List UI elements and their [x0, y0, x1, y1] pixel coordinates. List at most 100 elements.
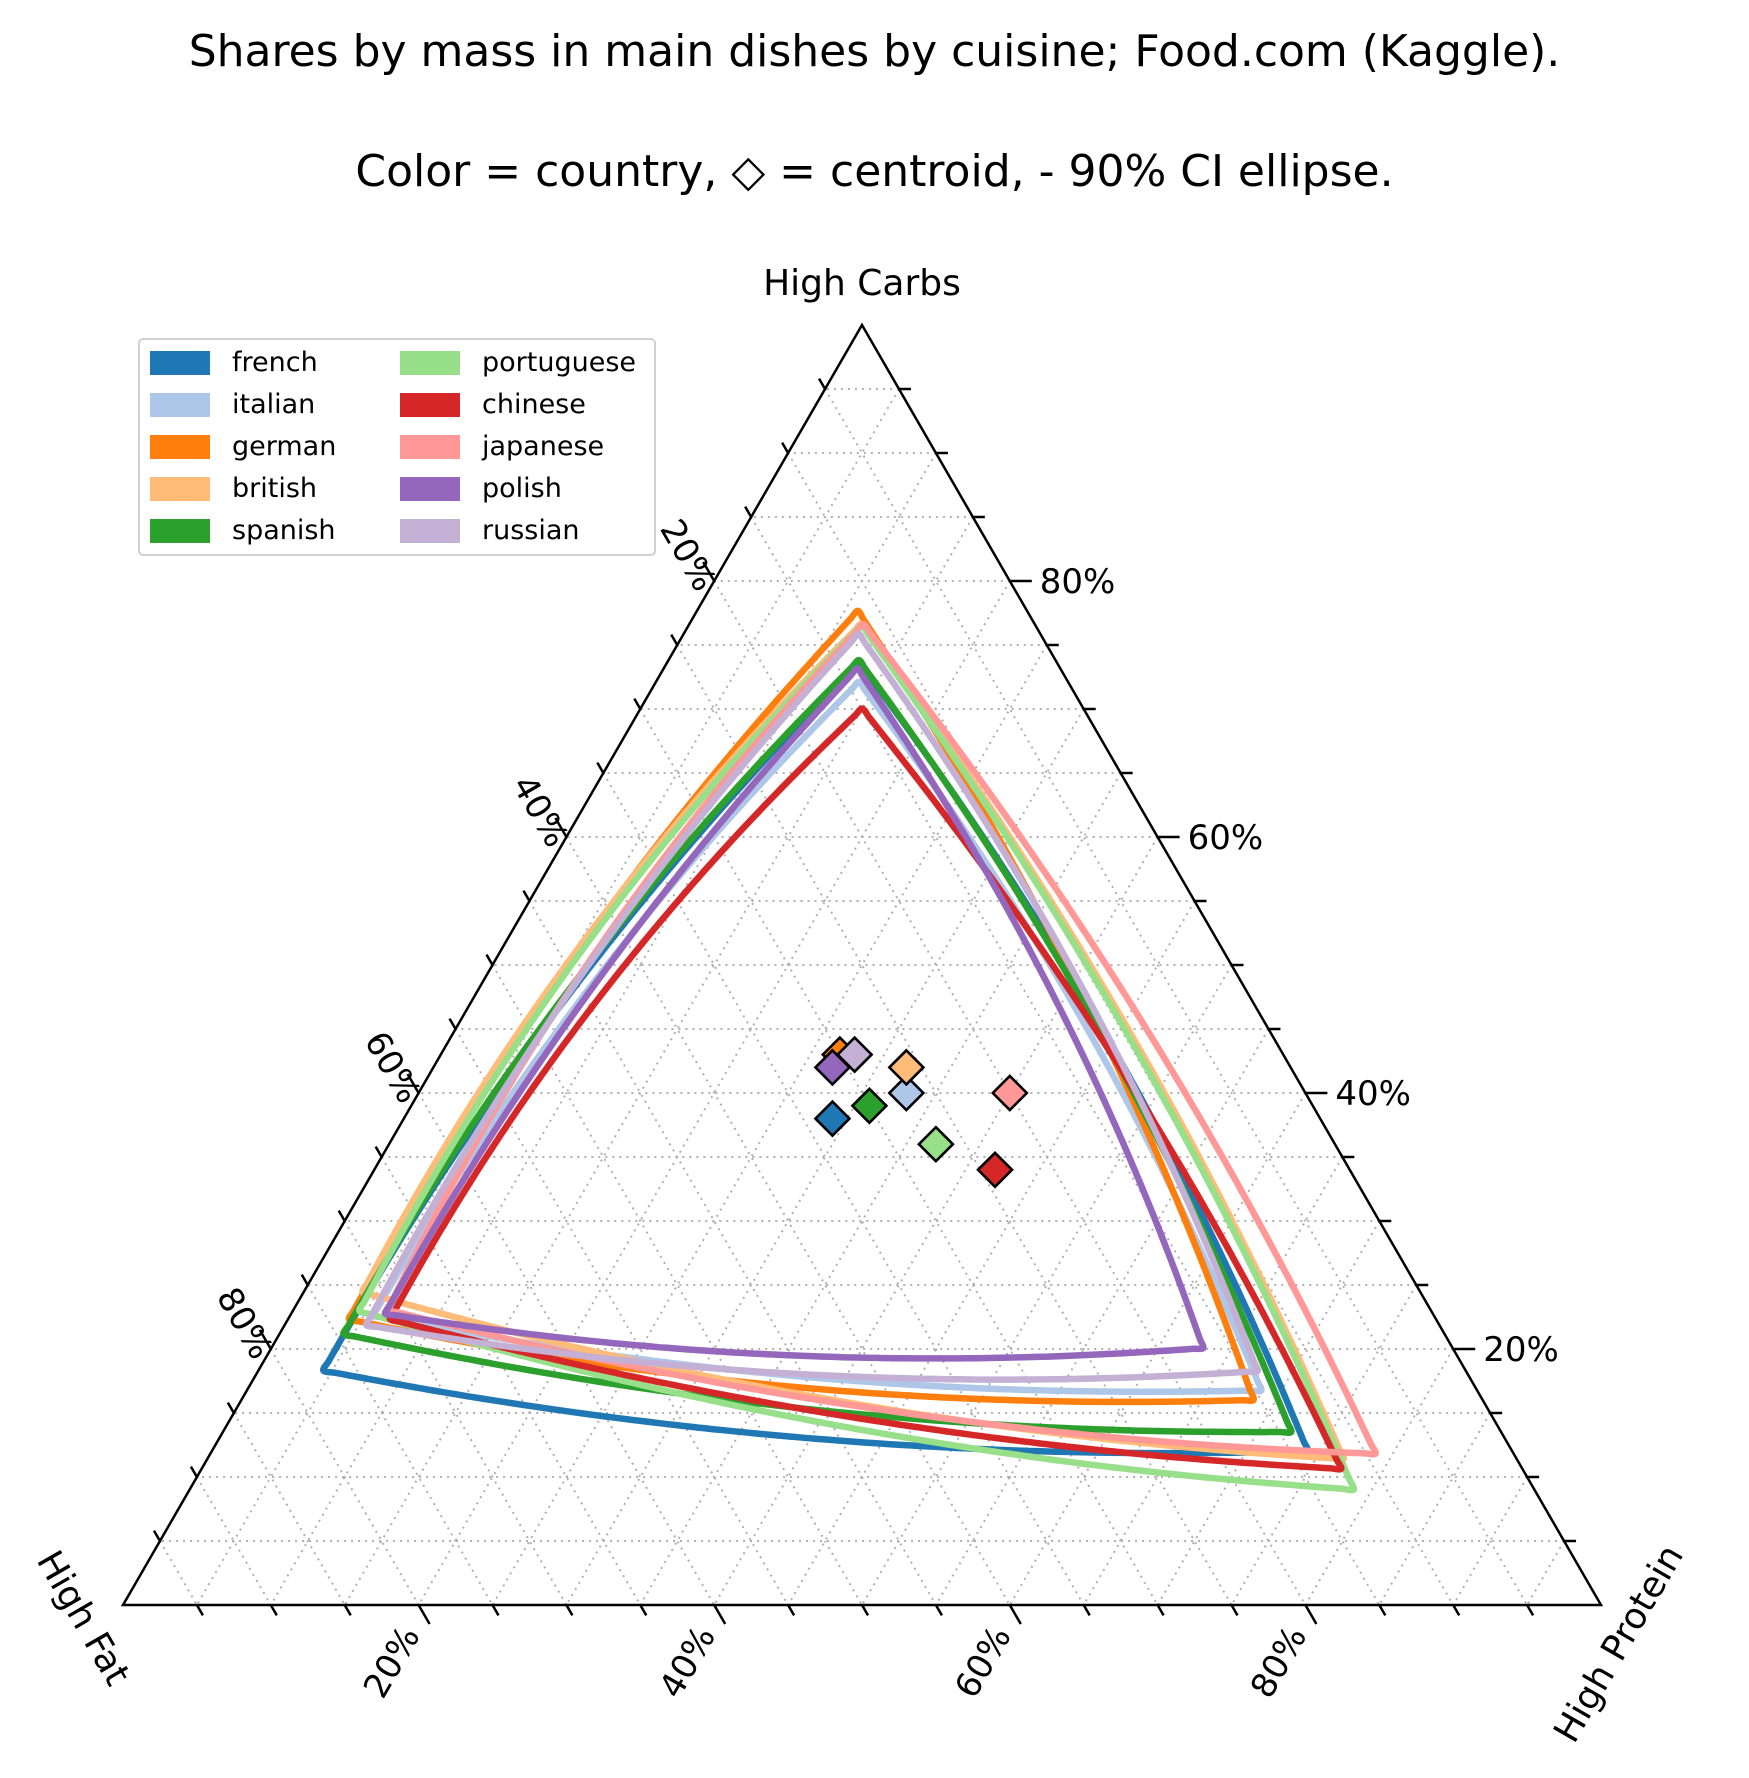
legend-swatch-portuguese [400, 351, 460, 375]
grid-line-fat [824, 388, 1528, 1606]
grid-line-fat [565, 836, 1011, 1606]
ci-curve-portuguese [356, 622, 1358, 1494]
ci-curves [320, 607, 1379, 1494]
axis-label-high-protein: High Protein [1546, 1538, 1692, 1749]
grid-lines [159, 388, 1565, 1606]
tick-left [337, 1209, 346, 1222]
legend-item-german: german [150, 432, 336, 462]
centroid-british [887, 1048, 926, 1087]
legend-item-british: british [150, 474, 317, 504]
legend-item-russian: russian [400, 516, 580, 546]
axis-ticks: 20%40%60%80%20% 40% 60% 80%20%40%60%80% [152, 377, 1577, 1705]
legend-swatch-german [150, 435, 210, 459]
legend-label-polish: polish [482, 473, 562, 504]
grid-line-protein [1526, 1540, 1565, 1606]
tick-bottom [934, 1604, 943, 1617]
chart-title: Shares by mass in main dishes by cuisine… [188, 26, 1561, 77]
legend-swatch-chinese [400, 393, 460, 417]
tick-bottom [713, 1604, 727, 1625]
tick-label-right: 80% [1040, 562, 1116, 602]
tick-bottom [1526, 1604, 1535, 1617]
legend-item-japanese: japanese [400, 432, 604, 462]
legend-swatch-italian [150, 393, 210, 417]
centroid-japanese [990, 1074, 1029, 1112]
tick-left [781, 441, 790, 454]
ci-curve-russian [363, 630, 1262, 1383]
legend-item-polish: polish [400, 474, 562, 504]
grid-line-protein [1304, 1348, 1455, 1606]
tick-left [522, 889, 531, 902]
legend-label-japanese: japanese [482, 431, 605, 462]
grid-line-protein [787, 900, 1196, 1606]
grid-line-protein [491, 644, 1048, 1606]
centroid-chinese [976, 1150, 1014, 1189]
legend-item-chinese: chinese [400, 390, 586, 420]
centroid-portuguese [917, 1125, 955, 1164]
tick-bottom [1008, 1604, 1022, 1625]
tick-left [554, 817, 568, 838]
legend-label-french: french [232, 347, 318, 378]
tick-bottom [1156, 1604, 1165, 1617]
centroid-french [813, 1099, 852, 1138]
grid-line-fat [639, 708, 1159, 1606]
grid-line-protein [1156, 1220, 1381, 1606]
centroid-markers [813, 1035, 1029, 1189]
axis-label-high-carbs: High Carbs [763, 263, 961, 304]
tick-label-bottom: 60% [947, 1620, 1019, 1705]
tick-label-right: 60% [1188, 818, 1264, 858]
tick-left [744, 505, 753, 518]
tick-bottom [343, 1604, 352, 1617]
grid-line-fat [528, 900, 937, 1606]
tick-bottom [491, 1604, 500, 1617]
tick-left [670, 633, 679, 646]
legend-label-british: british [232, 473, 318, 504]
grid-line-fat [676, 644, 1233, 1606]
legend-item-italian: italian [150, 390, 315, 420]
tick-bottom [565, 1604, 574, 1617]
tick-bottom [1082, 1604, 1091, 1617]
tick-label-bottom: 40% [652, 1620, 724, 1705]
tick-label-right: 20% [1483, 1330, 1559, 1370]
tick-bottom [195, 1604, 204, 1617]
tick-left [406, 1073, 420, 1094]
centroid-russian [835, 1035, 874, 1074]
grid-line-fat [454, 1028, 789, 1606]
tick-left [633, 697, 642, 710]
tick-bottom [1378, 1604, 1387, 1617]
tick-label-bottom: 20% [356, 1620, 428, 1705]
tick-label-bottom: 80% [1243, 1620, 1315, 1705]
centroid-italian [887, 1074, 926, 1112]
tick-left [702, 561, 716, 582]
chart-subtitle: Color = country, ◇ = centroid, - 90% CI … [355, 146, 1394, 197]
legend-item-french: french [150, 348, 318, 378]
centroid-spanish [850, 1086, 889, 1125]
tick-left [226, 1401, 235, 1414]
axis-label-high-fat: High Fat [28, 1544, 137, 1692]
legend-label-russian: russian [482, 515, 580, 546]
legend-swatch-british [150, 477, 210, 501]
tick-bottom [1452, 1604, 1461, 1617]
legend-swatch-japanese [400, 435, 460, 459]
legend-swatch-french [150, 351, 210, 375]
tick-label-right: 40% [1335, 1074, 1411, 1114]
tick-left [448, 1017, 457, 1030]
legend-label-german: german [232, 431, 337, 462]
tick-bottom [860, 1604, 870, 1617]
grid-line-protein [565, 708, 1085, 1606]
legend-item-portuguese: portuguese [400, 348, 636, 378]
tick-bottom [639, 1604, 648, 1617]
grid-line-fat [232, 1412, 346, 1606]
tick-bottom [417, 1604, 431, 1625]
tick-left [374, 1145, 383, 1158]
legend-item-spanish: spanish [150, 516, 336, 546]
grid-line-protein [1378, 1412, 1492, 1606]
tick-left [152, 1529, 162, 1542]
grid-line-protein [196, 388, 900, 1606]
tick-left [300, 1273, 309, 1286]
legend-swatch-spanish [150, 519, 210, 543]
grid-line-fat [269, 1348, 420, 1606]
grid-line-fat [713, 580, 1307, 1606]
tick-left [258, 1329, 272, 1350]
ci-curve-spanish [340, 656, 1295, 1436]
